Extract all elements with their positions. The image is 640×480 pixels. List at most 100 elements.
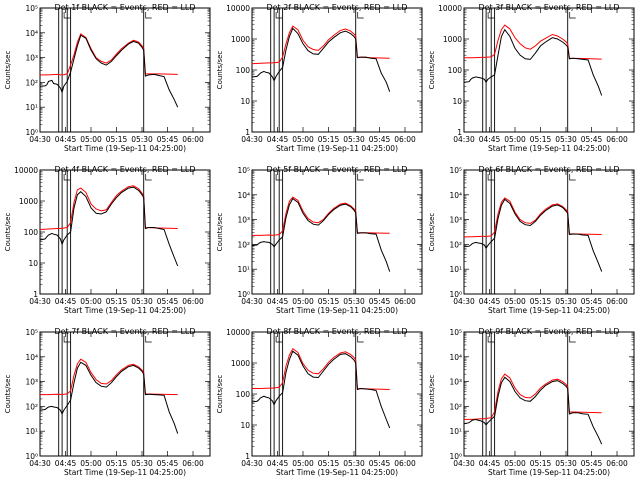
x-tick-label: 04:30 — [29, 297, 51, 306]
x-tick-label: 05:30 — [131, 459, 153, 468]
chart-panel: Det 9f BLACK = Events, RED = LLD Counts/s… — [428, 327, 635, 477]
y-tick-label: 10¹ — [25, 103, 38, 112]
x-tick-label: 05:00 — [80, 459, 102, 468]
state-marker — [357, 336, 364, 343]
series-events-line — [463, 376, 603, 445]
x-tick-label: 04:45 — [55, 459, 77, 468]
x-axis-label: Start Time (19-Sep-11 04:25:00) — [488, 468, 610, 477]
x-axis-label: Start Time (19-Sep-11 04:25:00) — [64, 144, 186, 153]
y-tick-label: 10¹ — [237, 265, 250, 274]
x-tick-label: 04:30 — [453, 459, 475, 468]
y-tick-label: 10¹ — [449, 265, 462, 274]
x-tick-label: 06:00 — [182, 297, 204, 306]
x-tick-label: 05:30 — [555, 135, 577, 144]
state-marker — [63, 336, 71, 343]
chart-title: Det 7f BLACK = Events, RED = LLD — [54, 327, 195, 336]
x-tick-label: 06:00 — [606, 459, 628, 468]
y-tick-label: 10¹ — [449, 427, 462, 436]
x-tick-label: 05:30 — [555, 459, 577, 468]
x-axis-label: Start Time (19-Sep-11 04:25:00) — [488, 306, 610, 315]
state-marker — [145, 336, 152, 343]
series-lld-line — [252, 347, 390, 390]
state-marker — [357, 12, 364, 19]
x-tick-label: 04:30 — [241, 297, 263, 306]
chart-title: Det 2f BLACK = Events, RED = LLD — [266, 3, 407, 12]
x-tick-label: 05:00 — [80, 297, 102, 306]
series-events-line — [251, 27, 391, 92]
x-tick-label: 05:15 — [530, 297, 552, 306]
y-tick-label: 10⁴ — [449, 353, 462, 362]
y-tick-label: 10³ — [25, 54, 38, 63]
y-tick-label: 10⁴ — [237, 191, 250, 200]
x-tick-label: 05:00 — [504, 459, 526, 468]
state-marker — [487, 174, 495, 181]
series-lld-line — [40, 33, 178, 76]
y-tick-label: 10 — [452, 97, 462, 106]
y-tick-label: 10⁰ — [449, 290, 462, 299]
x-tick-label: 05:45 — [157, 135, 179, 144]
y-tick-label: 10⁴ — [449, 191, 462, 200]
state-marker — [569, 336, 576, 343]
series-lld-line — [463, 197, 602, 238]
plot-frame — [251, 331, 423, 457]
plot-frame — [39, 331, 211, 457]
series-events-line — [39, 34, 179, 108]
x-tick-label: 05:45 — [157, 459, 179, 468]
y-tick-label: 1000 — [231, 359, 250, 368]
x-tick-label: 05:45 — [369, 459, 391, 468]
x-tick-label: 06:00 — [182, 135, 204, 144]
y-tick-label: 10² — [25, 402, 38, 411]
y-tick-label: 10⁵ — [237, 166, 250, 175]
y-axis-label: Counts/sec — [4, 213, 12, 252]
x-axis-label: Start Time (19-Sep-11 04:25:00) — [64, 468, 186, 477]
state-marker — [275, 174, 283, 181]
y-tick-label: 10000 — [14, 166, 38, 175]
chart-title: Det 3f BLACK = Events, RED = LLD — [478, 3, 619, 12]
x-tick-label: 05:45 — [581, 297, 603, 306]
state-marker — [275, 336, 283, 343]
x-tick-label: 04:30 — [241, 459, 263, 468]
chart-title: Det 5f BLACK = Events, RED = LLD — [266, 165, 407, 174]
y-tick-label: 10⁴ — [25, 353, 38, 362]
series-events-line — [251, 197, 391, 272]
x-axis-label: Start Time (19-Sep-11 04:25:00) — [276, 306, 398, 315]
y-axis-label: Counts/sec — [4, 51, 12, 90]
y-tick-label: 10000 — [226, 4, 250, 13]
x-tick-label: 06:00 — [606, 135, 628, 144]
x-tick-label: 04:45 — [479, 135, 501, 144]
plot-frame — [463, 331, 635, 457]
y-tick-label: 10⁰ — [237, 290, 250, 299]
y-tick-label: 10⁵ — [25, 4, 38, 13]
x-tick-label: 05:30 — [343, 459, 365, 468]
x-tick-label: 05:30 — [555, 297, 577, 306]
x-tick-label: 05:00 — [292, 459, 314, 468]
chart-panel: Det 4f BLACK = Events, RED = LLD Counts/s… — [4, 165, 211, 315]
chart-title: Det 8f BLACK = Events, RED = LLD — [266, 327, 407, 336]
y-tick-label: 10⁵ — [449, 328, 462, 337]
chart-panel: Det 6f BLACK = Events, RED = LLD Counts/s… — [428, 165, 635, 315]
x-tick-label: 05:45 — [157, 297, 179, 306]
y-tick-label: 10⁴ — [25, 29, 38, 38]
y-tick-label: 10³ — [449, 378, 462, 387]
x-tick-label: 05:30 — [343, 135, 365, 144]
y-axis-label: Counts/sec — [216, 375, 224, 414]
x-tick-label: 05:30 — [131, 135, 153, 144]
x-tick-label: 04:45 — [55, 297, 77, 306]
chart-panel: Det 8f BLACK = Events, RED = LLD Counts/s… — [216, 327, 423, 477]
series-events-line — [39, 361, 179, 434]
y-axis-label: Counts/sec — [216, 51, 224, 90]
x-tick-label: 04:45 — [55, 135, 77, 144]
x-tick-label: 05:00 — [292, 135, 314, 144]
y-tick-label: 10⁰ — [449, 452, 462, 461]
y-tick-label: 100 — [236, 390, 251, 399]
chart-panel: Det 5f BLACK = Events, RED = LLD Counts/s… — [216, 165, 423, 315]
series-lld-line — [464, 373, 602, 420]
x-axis-label: Start Time (19-Sep-11 04:25:00) — [276, 468, 398, 477]
state-marker — [145, 12, 152, 19]
x-tick-label: 05:30 — [131, 297, 153, 306]
x-tick-label: 06:00 — [394, 459, 416, 468]
state-marker — [487, 336, 495, 343]
y-tick-label: 10000 — [226, 328, 250, 337]
y-axis-label: Counts/sec — [216, 213, 224, 252]
